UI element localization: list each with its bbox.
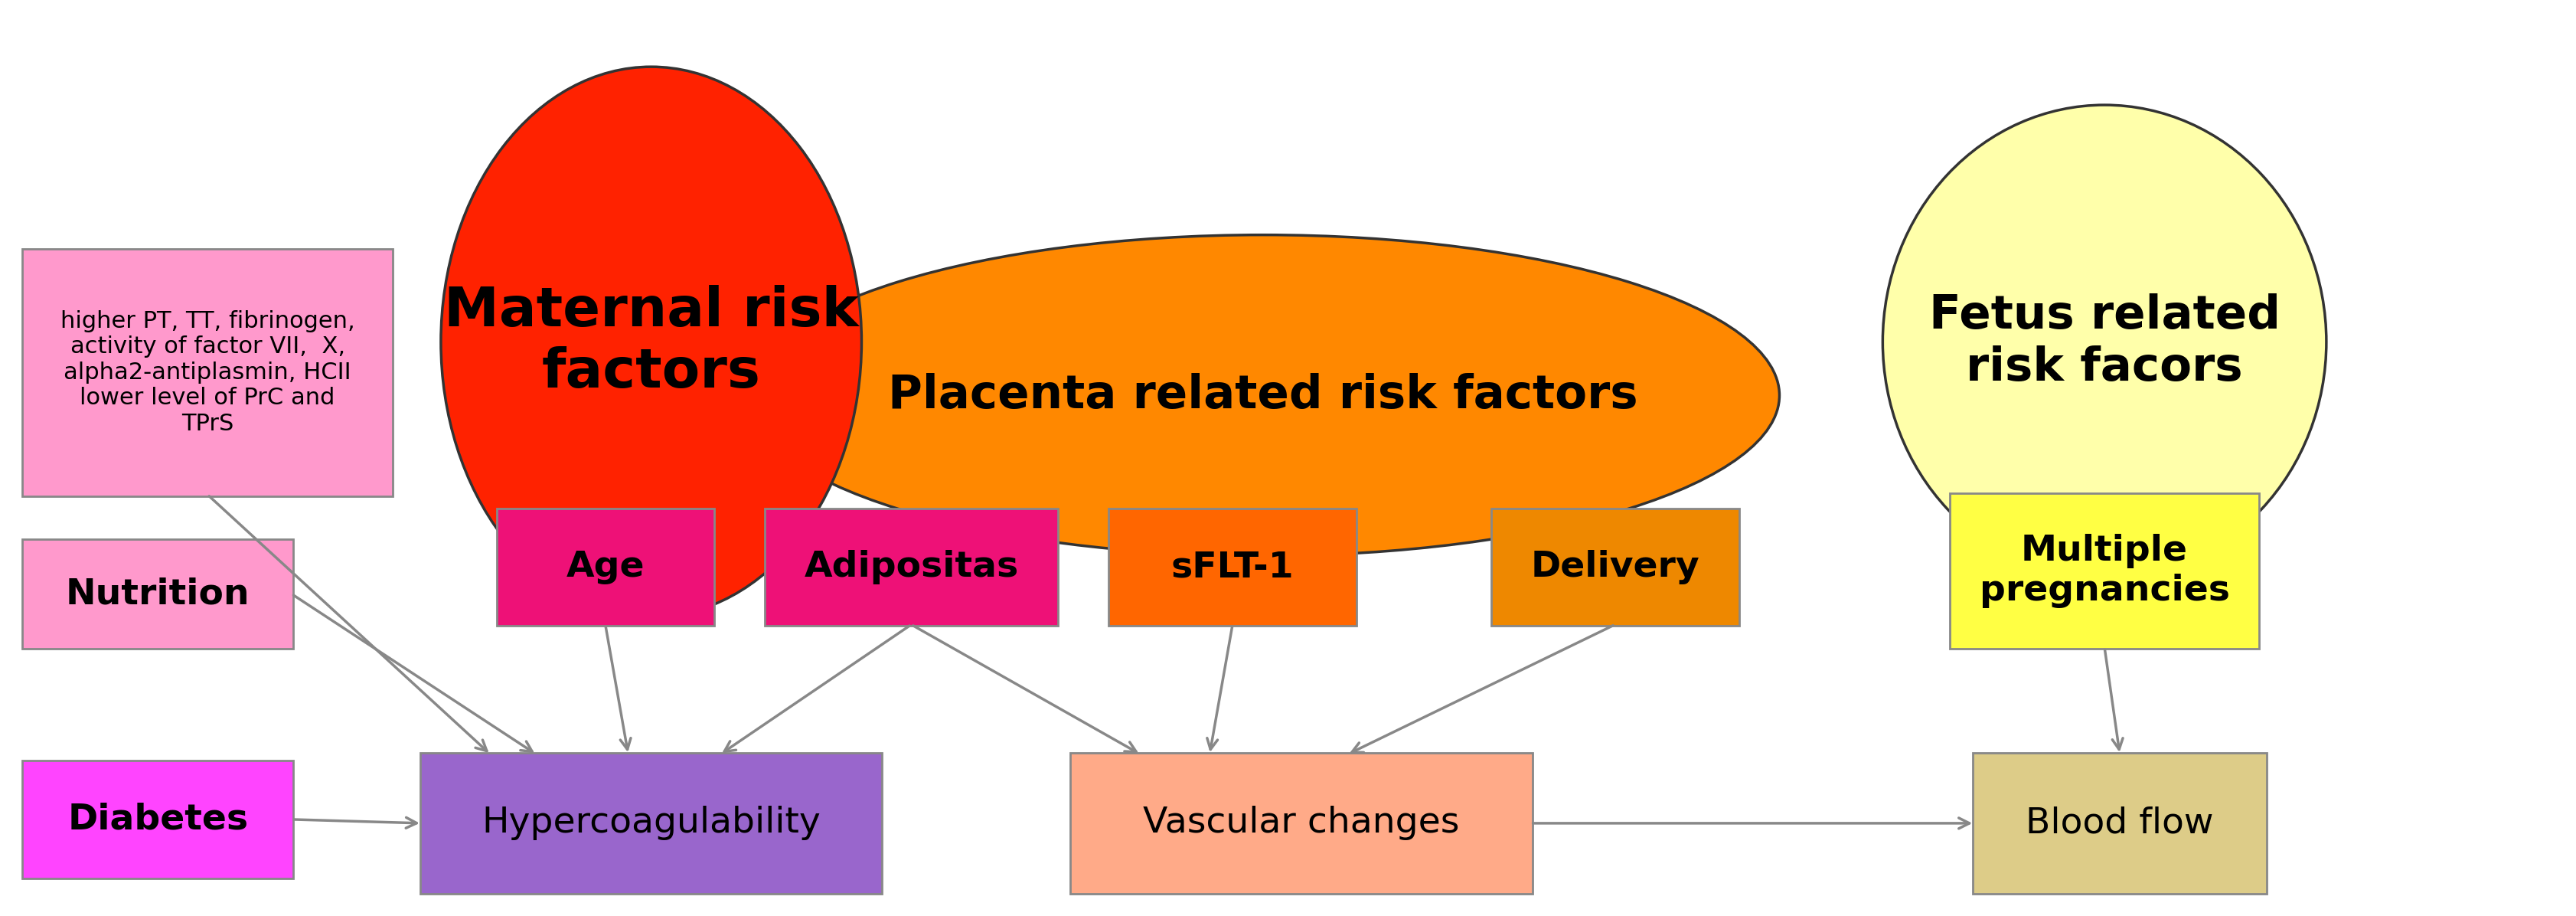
FancyBboxPatch shape [765, 508, 1059, 627]
Text: Multiple
pregnancies: Multiple pregnancies [1978, 534, 2231, 608]
Text: Age: Age [567, 550, 644, 584]
FancyBboxPatch shape [1950, 493, 2259, 649]
Text: Delivery: Delivery [1530, 550, 1700, 584]
FancyBboxPatch shape [1973, 753, 2267, 893]
Text: Nutrition: Nutrition [67, 577, 250, 611]
FancyBboxPatch shape [23, 539, 294, 649]
FancyBboxPatch shape [23, 760, 294, 878]
FancyBboxPatch shape [1492, 508, 1739, 627]
Text: Maternal risk
factors: Maternal risk factors [443, 285, 858, 398]
Ellipse shape [440, 67, 860, 617]
Text: Hypercoagulability: Hypercoagulability [482, 806, 822, 841]
Text: Placenta related risk factors: Placenta related risk factors [889, 373, 1638, 418]
FancyBboxPatch shape [497, 508, 714, 627]
Text: Blood flow: Blood flow [2025, 806, 2213, 841]
Text: Diabetes: Diabetes [67, 802, 247, 836]
Text: Adipositas: Adipositas [804, 550, 1018, 584]
Text: higher PT, TT, fibrinogen,
activity of factor VII,  X,
alpha2-antiplasmin, HCII
: higher PT, TT, fibrinogen, activity of f… [59, 310, 355, 435]
FancyBboxPatch shape [1072, 753, 1533, 893]
Text: sFLT-1: sFLT-1 [1172, 550, 1293, 584]
Text: Vascular changes: Vascular changes [1144, 806, 1461, 841]
Ellipse shape [747, 234, 1780, 556]
Text: Fetus related
risk facors: Fetus related risk facors [1929, 293, 2280, 390]
FancyBboxPatch shape [420, 753, 881, 893]
FancyBboxPatch shape [1108, 508, 1358, 627]
Ellipse shape [1883, 105, 2326, 579]
FancyBboxPatch shape [23, 248, 392, 496]
